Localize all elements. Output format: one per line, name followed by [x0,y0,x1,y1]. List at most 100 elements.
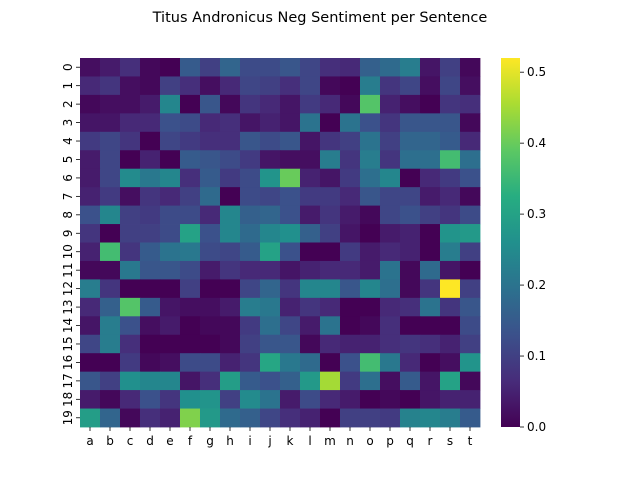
heatmap-cell [440,131,461,151]
y-tick-label: 17 [61,373,75,388]
heatmap-cell [360,150,381,170]
heatmap-cell [440,371,461,391]
heatmap-cell [120,113,141,133]
heatmap-cell [160,150,181,170]
heatmap-cell [160,390,181,409]
heatmap-cell [440,94,461,114]
heatmap-cell [240,58,261,77]
heatmap-cell [100,168,121,188]
heatmap-cell [220,205,241,225]
heatmap-cell [420,408,441,428]
heatmap-cell [100,297,121,317]
heatmap-cell [180,205,201,225]
y-tick-label: 12 [61,281,75,296]
heatmap-cell [460,242,481,262]
heatmap-cell [160,131,181,151]
heatmap-cell [240,297,261,317]
heatmap-cell [100,371,121,391]
heatmap-cell [80,260,101,280]
heatmap-cell [340,353,361,373]
colorbar-tick-label: 0.5 [527,65,546,79]
heatmap-cell [280,408,301,428]
heatmap-cell [140,390,161,409]
heatmap-cell [420,371,441,391]
heatmap-cell [460,113,481,133]
heatmap-cell [160,279,181,299]
heatmap-cell [320,205,341,225]
heatmap-cell [100,58,121,77]
heatmap-cell [300,113,321,133]
heatmap-cell [440,390,461,409]
heatmap-cell [360,205,381,225]
heatmap-cell [320,113,341,133]
y-tick-label: 1 [61,82,75,90]
heatmap-cell [400,131,421,151]
heatmap-cell [300,168,321,188]
heatmap-cell [400,205,421,225]
heatmap-cell [280,334,301,354]
heatmap-cell [300,353,321,373]
heatmap-cell [280,353,301,373]
heatmap-cell [100,113,121,133]
heatmap-cell [240,150,261,170]
heatmap-cell [280,205,301,225]
heatmap-cell [280,131,301,151]
heatmap-cell [440,260,461,280]
heatmap-cell [380,242,401,262]
heatmap-cell [440,76,461,96]
heatmap-cell [280,58,301,77]
heatmap-cell [260,408,281,428]
heatmap-cell [160,334,181,354]
x-tick-label: d [146,434,154,448]
heatmap-cell [220,242,241,262]
heatmap-cell [340,168,361,188]
heatmap-cell [160,371,181,391]
heatmap-cell [320,334,341,354]
x-tick-label: e [166,434,173,448]
heatmap-cell [240,131,261,151]
x-tick-label: r [428,434,433,448]
heatmap-cell [200,260,221,280]
heatmap-cell [460,58,481,77]
heatmap-cell [180,371,201,391]
heatmap-cell [200,297,221,317]
heatmap-cell [220,353,241,373]
heatmap-cell [460,94,481,114]
heatmap-cell [280,297,301,317]
heatmap-cell [380,260,401,280]
heatmap-cell [380,150,401,170]
heatmap-cell [140,316,161,336]
heatmap-cell [340,316,361,336]
heatmap-cell [380,58,401,77]
heatmap-cell [120,297,141,317]
heatmap-cell [80,58,101,77]
heatmap-cell [80,279,101,299]
heatmap-cell [280,94,301,114]
heatmap-cell [140,353,161,373]
heatmap-cell [380,408,401,428]
heatmap-cell [80,371,101,391]
y-tick-label: 6 [61,174,75,182]
heatmap-cell [440,113,461,133]
heatmap-cell [80,224,101,243]
heatmap-cell [260,205,281,225]
heatmap-cell [440,168,461,188]
heatmap-cell [120,168,141,188]
y-tick-label: 14 [61,318,75,333]
heatmap-cell [440,58,461,77]
heatmap-cell [80,408,101,428]
heatmap-cell [300,187,321,206]
x-tick-label: c [127,434,134,448]
heatmap-cell [180,242,201,262]
heatmap-cell [340,297,361,317]
x-tick-label: l [308,434,311,448]
heatmap-cell [340,408,361,428]
heatmap-cell [300,76,321,96]
heatmap-cell [240,113,261,133]
y-tick-label: 18 [61,392,75,407]
heatmap-cell [400,224,421,243]
heatmap-cell [280,279,301,299]
heatmap-cell [240,242,261,262]
heatmap-cell [360,224,381,243]
